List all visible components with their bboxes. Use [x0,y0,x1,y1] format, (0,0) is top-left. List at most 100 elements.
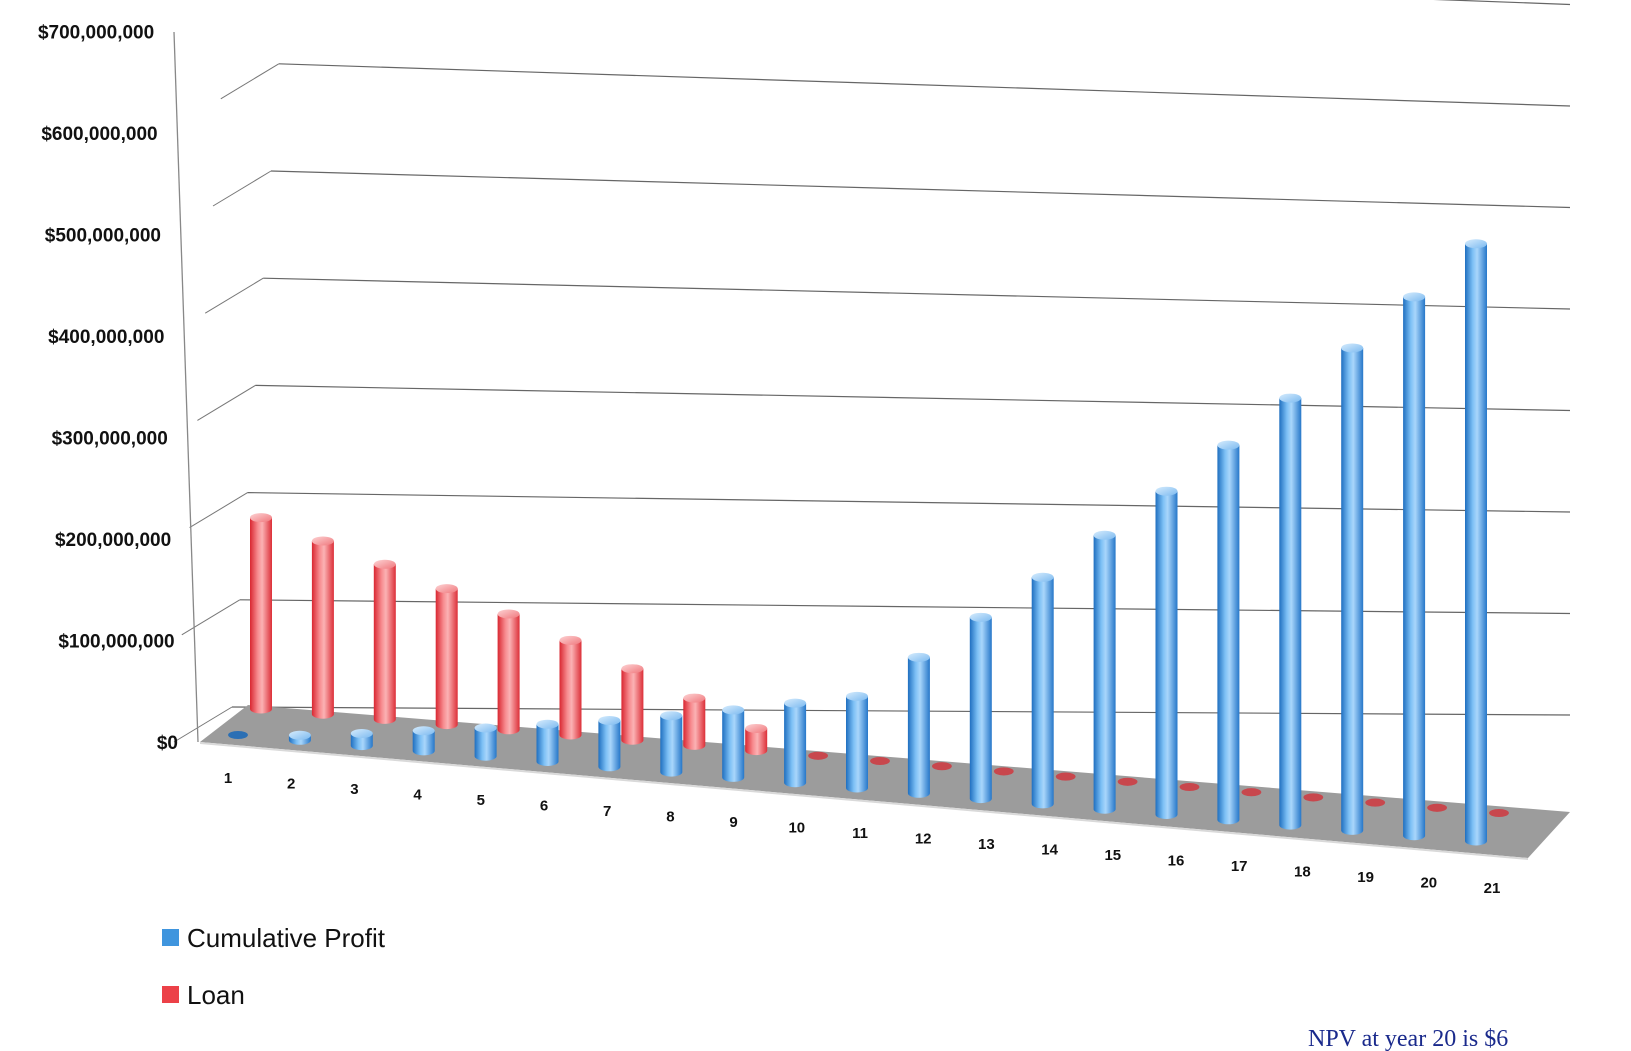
bar-profit-6-top [536,719,559,729]
bar-profit-11-body [846,696,868,793]
bar-profit-13 [969,612,992,804]
bar-loan-12 [932,762,952,771]
bar-profit-16-body [1155,491,1178,819]
bar-loan-1-body [250,517,272,714]
bar-loan-6-body [559,640,582,740]
x-tick-label: 1 [224,770,232,787]
y-tick-label: $0 [157,733,178,754]
bar-profit-9-body [722,709,745,782]
bar-loan-8-top [683,693,706,703]
bar-profit-18-body [1279,398,1302,830]
bar-profit-10 [784,698,807,788]
bar-profit-12 [907,652,930,798]
bar-loan-15-flat [1117,777,1138,786]
bar-loan-7 [621,664,644,745]
gridline-3 [255,384,1571,412]
x-tick-label: 10 [788,820,805,837]
x-tick-label: 6 [540,798,548,815]
floor-edge [200,742,1528,860]
gridline-7 [1433,0,1571,6]
bars [228,239,1509,846]
bar-profit-7-body [598,720,621,772]
bar-profit-17-body [1217,445,1240,825]
gridline-0 [231,706,1571,716]
x-tick-label: 17 [1231,858,1248,875]
bar-loan-9 [745,723,768,756]
bar-loan-18 [1303,793,1324,802]
bar-loan-14-flat [1055,772,1076,781]
bar-loan-14 [1055,772,1076,781]
x-tick-label: 14 [1041,842,1058,859]
bar-profit-15 [1093,530,1116,814]
bar-profit-19-top [1341,343,1364,353]
bar-profit-8 [660,711,683,777]
bar-profit-11 [846,691,868,793]
bar-profit-3-body [350,733,373,751]
bar-profit-19-body [1341,347,1364,835]
x-tick-label: 13 [978,836,995,853]
bar-loan-2-top [311,536,334,546]
bar-profit-5 [474,723,497,761]
bar-profit-11-top [846,691,868,701]
bar-loan-5-top [497,609,520,619]
bar-profit-14-body [1031,577,1054,809]
bar-loan-1 [250,513,272,714]
y-axis-line [173,31,199,743]
bar-loan-15 [1117,777,1138,786]
gridline-3-side [197,384,256,421]
bar-profit-4 [412,726,435,756]
bar-profit-16-top [1155,486,1178,496]
bar-loan-3 [373,559,396,724]
legend-label-cumulative-profit: Cumulative Profit [187,923,386,953]
x-tick-label: 11 [852,825,868,842]
x-tick-label: 16 [1168,853,1185,870]
bar-profit-21 [1465,239,1487,846]
bar-profit-8-top [660,711,683,721]
chart-floor [200,705,1570,860]
bar-loan-11-flat [870,756,890,766]
bar-profit-4-body [412,730,435,756]
gridline-2 [247,492,1571,513]
bar-loan-11 [870,756,890,766]
x-tick-label: 15 [1104,847,1121,864]
bar-profit-7-top [598,715,621,725]
bar-loan-21 [1489,808,1509,818]
bar-loan-5-body [497,613,520,735]
bar-profit-15-body [1093,535,1116,814]
x-tick-label: 12 [915,831,932,848]
bar-profit-2-top [288,730,311,740]
bar-profit-10-top [784,698,807,708]
bar-loan-3-top [373,559,396,569]
gridline-6-side [220,63,280,100]
bar-loan-4-body [435,588,458,730]
x-tick-label: 21 [1484,880,1501,897]
bar-loan-8 [683,693,706,750]
bar-loan-7-top [621,664,644,674]
y-tick-label: $400,000,000 [48,327,164,348]
bar-loan-17-flat [1241,788,1262,797]
bar-profit-20-body [1403,296,1426,841]
bar-loan-21-flat [1489,808,1509,818]
y-tick-label: $700,000,000 [38,23,154,44]
bar-profit-4-top [412,726,435,736]
legend-label-loan: Loan [187,980,245,1010]
bar-loan-13-flat [993,767,1014,776]
bar-profit-18 [1279,393,1302,830]
bar-profit-12-body [907,657,930,798]
bar-loan-6-top [559,635,582,645]
y-tick-label: $300,000,000 [52,429,168,450]
y-axis-tick-labels: $0 $100,000,000 $200,000,000 $300,000,000 $4… [38,23,178,755]
bar-profit-16 [1155,486,1178,819]
y-tick-label: $600,000,000 [41,124,157,145]
bar-loan-20 [1427,803,1447,812]
x-tick-label: 4 [413,787,422,804]
bar-profit-17-top [1217,440,1240,450]
legend-swatch-loan [162,986,179,1003]
bar-profit-18-top [1279,393,1302,403]
y-tick-label: $500,000,000 [45,226,161,247]
bar-profit-1 [228,730,248,740]
bar-loan-9-body [745,728,768,756]
bar-profit-21-top [1465,239,1487,249]
bar-loan-8-body [683,698,706,750]
x-tick-label: 3 [350,781,358,798]
